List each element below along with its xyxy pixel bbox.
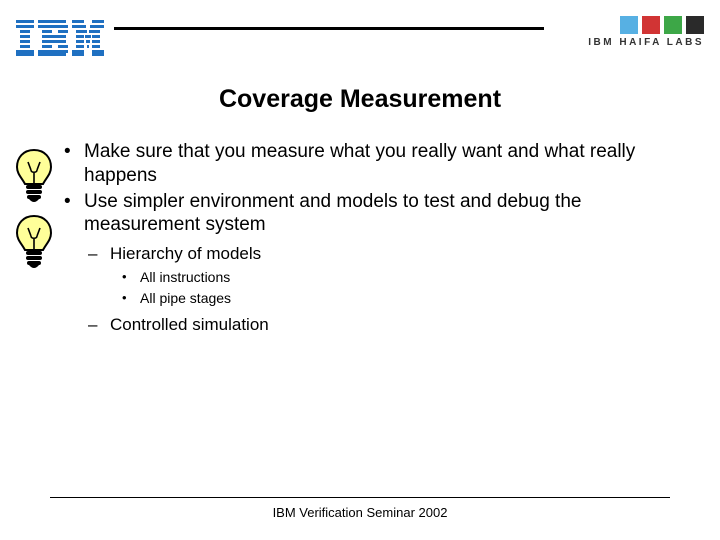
- header: IBM HAIFA LABS: [16, 16, 704, 66]
- haifa-square-icon: [664, 16, 682, 34]
- content: Make sure that you measure what you real…: [62, 140, 690, 339]
- haifa-square-icon: [620, 16, 638, 34]
- bullet-lvl2: Hierarchy of models: [110, 243, 690, 266]
- lightbulb-icon: [14, 214, 54, 272]
- slide-title: Coverage Measurement: [0, 85, 720, 114]
- bullet-lvl1: Make sure that you measure what you real…: [84, 140, 690, 188]
- bullet-lvl3: All instructions: [140, 268, 690, 287]
- bullet-lvl2: Controlled simulation: [110, 314, 690, 337]
- lightbulb-icon: [14, 148, 54, 206]
- header-rule: [114, 27, 544, 30]
- haifa-square-icon: [686, 16, 704, 34]
- footer-rule: [50, 497, 670, 499]
- haifa-labs-logo: IBM HAIFA LABS: [588, 16, 704, 48]
- haifa-squares: [588, 16, 704, 34]
- haifa-square-icon: [642, 16, 660, 34]
- bullet-lvl1: Use simpler environment and models to te…: [84, 190, 690, 238]
- haifa-label: IBM HAIFA LABS: [588, 37, 704, 48]
- footer-text: IBM Verification Seminar 2002: [0, 505, 720, 520]
- ibm-logo-icon: [16, 20, 104, 56]
- slide: IBM HAIFA LABS Coverage Measurement Make…: [0, 0, 720, 540]
- bullet-lvl3: All pipe stages: [140, 289, 690, 308]
